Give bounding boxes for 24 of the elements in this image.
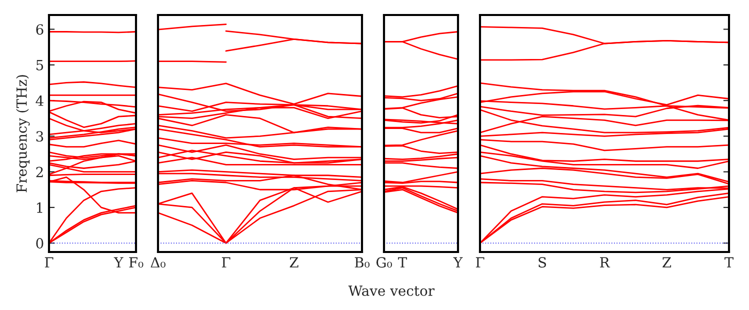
x-tick-label: Z [662, 257, 672, 268]
y-tick-label: 5 [36, 60, 44, 70]
y-tick-label: 1 [36, 202, 42, 213]
x-tick-label: F₀ [129, 257, 144, 268]
y-tick-label: 4 [36, 96, 44, 106]
x-tick-label: Γ [476, 257, 484, 268]
x-tick-label: T [398, 257, 407, 268]
y-tick-label: 6 [36, 24, 44, 35]
x-tick-label: Δ₀ [150, 257, 166, 268]
y-axis-title: Frequency (THz) [16, 75, 30, 192]
x-tick-label: T [724, 257, 734, 268]
y-tick-label: 0 [36, 238, 44, 249]
x-tick-label: Y [114, 257, 124, 268]
x-tick-label: Γ [44, 257, 54, 268]
x-tick-label: G₀ [376, 257, 392, 268]
x-tick-label: Γ [222, 257, 230, 268]
y-tick-label: 3 [36, 131, 44, 142]
x-tick-label: B₀ [354, 257, 370, 268]
y-tick-label: 2 [36, 166, 43, 178]
x-tick-label: Y [453, 257, 463, 268]
x-tick-label: R [600, 257, 610, 268]
x-tick-label: S [538, 257, 546, 268]
x-tick-label: Z [290, 257, 298, 268]
x-axis-title: Wave vector [348, 286, 435, 296]
